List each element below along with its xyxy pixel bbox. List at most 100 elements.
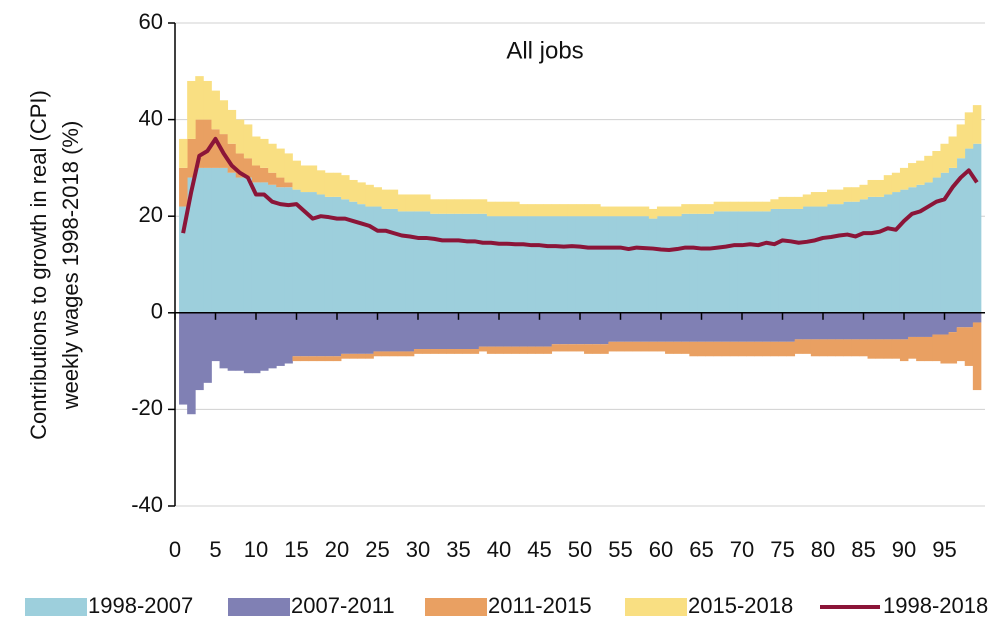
bar bbox=[737, 201, 747, 212]
bar bbox=[697, 341, 706, 357]
bar bbox=[883, 339, 893, 359]
bar bbox=[948, 312, 958, 333]
bar bbox=[543, 312, 553, 347]
bar bbox=[413, 194, 423, 212]
x-tick-label: 20 bbox=[325, 537, 349, 562]
bar bbox=[211, 129, 220, 168]
x-tick-label: 70 bbox=[730, 537, 754, 562]
bar bbox=[908, 187, 917, 313]
x-tick-label: 80 bbox=[811, 537, 835, 562]
bar bbox=[349, 179, 358, 202]
x-tick-label: 55 bbox=[608, 537, 632, 562]
bar bbox=[875, 196, 885, 313]
bar bbox=[964, 312, 974, 328]
bar bbox=[762, 201, 771, 212]
bar bbox=[859, 199, 868, 313]
bar bbox=[835, 312, 844, 340]
bar bbox=[713, 211, 723, 313]
bar bbox=[503, 216, 512, 313]
bar bbox=[559, 204, 569, 217]
bar bbox=[179, 206, 188, 313]
bar bbox=[746, 211, 755, 313]
bar bbox=[608, 312, 617, 342]
bar bbox=[656, 206, 666, 217]
bar bbox=[802, 194, 812, 207]
bar bbox=[632, 206, 642, 217]
bar bbox=[964, 327, 974, 366]
bar bbox=[810, 312, 820, 340]
bar bbox=[616, 312, 625, 342]
bar bbox=[875, 179, 885, 197]
y-tick-label: 40 bbox=[139, 105, 163, 130]
bar bbox=[373, 187, 382, 207]
bar bbox=[389, 189, 399, 209]
bar bbox=[349, 312, 358, 354]
bar bbox=[762, 341, 771, 357]
bar bbox=[341, 199, 350, 313]
bar bbox=[859, 184, 868, 200]
bar bbox=[276, 148, 285, 178]
bar bbox=[300, 356, 310, 362]
bar bbox=[648, 218, 658, 313]
bar bbox=[503, 312, 512, 347]
bar bbox=[543, 216, 553, 313]
bar bbox=[754, 211, 763, 313]
bar bbox=[859, 339, 868, 357]
bar bbox=[446, 312, 455, 350]
bar bbox=[705, 213, 715, 313]
bar bbox=[519, 312, 528, 347]
bar bbox=[648, 341, 658, 352]
bar bbox=[932, 150, 941, 178]
bar bbox=[511, 201, 520, 217]
bar bbox=[365, 312, 374, 354]
bar bbox=[397, 351, 407, 357]
bar bbox=[332, 312, 342, 357]
bar bbox=[203, 312, 212, 383]
bar bbox=[332, 196, 342, 313]
bar bbox=[470, 312, 480, 350]
bar bbox=[332, 172, 342, 197]
bar bbox=[219, 312, 229, 369]
bar bbox=[899, 189, 909, 313]
bar bbox=[689, 341, 698, 357]
line bbox=[181, 136, 979, 253]
bar bbox=[235, 119, 245, 154]
bar bbox=[478, 213, 488, 313]
bar bbox=[916, 312, 925, 337]
bar bbox=[584, 204, 593, 217]
bar bbox=[746, 201, 755, 212]
bar bbox=[551, 312, 561, 345]
bar bbox=[762, 211, 771, 313]
bar bbox=[867, 196, 877, 313]
annotation: All jobs bbox=[506, 37, 583, 64]
bar bbox=[243, 158, 253, 178]
bar bbox=[673, 312, 682, 342]
bar bbox=[251, 136, 261, 166]
bar bbox=[908, 336, 917, 359]
bar bbox=[422, 349, 431, 354]
bar bbox=[673, 341, 682, 354]
legend-label: 1998-2018 bbox=[883, 593, 988, 618]
bar bbox=[373, 312, 382, 352]
bar bbox=[494, 312, 504, 347]
bar bbox=[478, 312, 488, 347]
bar bbox=[624, 206, 634, 217]
bar bbox=[543, 204, 553, 217]
bar bbox=[227, 109, 237, 144]
bar bbox=[827, 189, 836, 205]
bar bbox=[179, 312, 188, 405]
bar bbox=[195, 312, 204, 391]
x-tick-label: 5 bbox=[209, 537, 221, 562]
bar bbox=[413, 312, 423, 350]
x-tick-label: 15 bbox=[284, 537, 308, 562]
bar bbox=[357, 204, 366, 313]
bar bbox=[778, 208, 787, 313]
bar bbox=[632, 341, 642, 352]
bar bbox=[292, 312, 301, 357]
bar bbox=[956, 312, 966, 328]
bar bbox=[665, 206, 674, 217]
bar bbox=[729, 201, 739, 212]
bar bbox=[535, 346, 544, 354]
y-tick-label: 20 bbox=[139, 202, 163, 227]
